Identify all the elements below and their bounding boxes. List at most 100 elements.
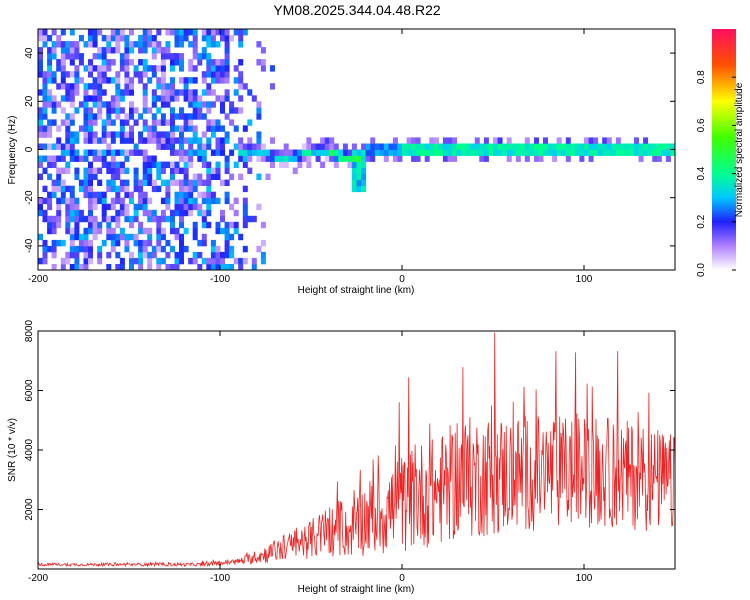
heatmap-cell	[65, 41, 71, 48]
heatmap-cell	[165, 161, 171, 168]
heatmap-cell	[97, 245, 103, 253]
heatmap-cell	[65, 203, 71, 211]
heatmap-cell	[56, 59, 62, 66]
heatmap-cell	[174, 167, 180, 174]
heatmap-cell	[156, 233, 162, 241]
heatmap-cell	[133, 71, 139, 78]
heatmap-cell	[133, 149, 139, 156]
heatmap-cell	[47, 197, 53, 205]
heatmap-cell	[238, 41, 244, 48]
heatmap-cell	[192, 47, 198, 54]
heatmap-cell	[147, 264, 153, 270]
heatmap-cell	[74, 41, 80, 48]
heatmap-cell	[42, 209, 48, 217]
heatmap-cell	[429, 137, 435, 144]
heatmap-cell	[138, 251, 144, 259]
heatmap-cell	[170, 209, 175, 217]
heatmap-cell	[370, 137, 376, 144]
heatmap-cell	[147, 77, 153, 84]
heatmap-cell	[206, 53, 212, 60]
heatmap-cell	[565, 137, 571, 144]
heatmap-cell	[65, 137, 71, 144]
heatmap-cell	[51, 77, 57, 84]
heatmap-cell	[206, 71, 212, 78]
heatmap-cell	[270, 137, 275, 144]
heatmap-cell	[183, 113, 189, 120]
heatmap-cell	[220, 137, 225, 144]
heatmap-cell	[306, 155, 312, 162]
heatmap-cell	[74, 137, 80, 144]
heatmap-cell	[97, 197, 103, 205]
heatmap-cell	[206, 161, 212, 168]
heatmap-cell	[138, 203, 144, 211]
heatmap-cell	[69, 239, 75, 247]
heatmap-cell	[38, 35, 43, 42]
heatmap-cell	[74, 71, 80, 78]
heatmap-cell	[233, 125, 239, 132]
heatmap-cell	[124, 185, 130, 193]
heatmap-cell	[220, 143, 225, 150]
y-tick-label: 4000	[24, 438, 35, 461]
x-tick-label: -100	[210, 274, 230, 285]
heatmap-cell	[606, 137, 612, 144]
x-tick-label: 100	[576, 274, 593, 285]
heatmap-cell	[69, 83, 75, 90]
heatmap-cell	[201, 149, 207, 156]
heatmap-cell	[224, 77, 230, 84]
heatmap-cell	[192, 149, 198, 156]
heatmap-cell	[256, 41, 262, 48]
heatmap-cell	[106, 185, 112, 193]
heatmap-cell	[151, 251, 157, 259]
heatmap-cell	[38, 119, 43, 126]
heatmap-cell	[97, 77, 103, 84]
heatmap-cell	[433, 137, 439, 144]
heatmap-cell	[197, 203, 203, 211]
heatmap-cell	[210, 35, 216, 42]
heatmap-cell	[138, 245, 144, 253]
heatmap-cell	[56, 137, 62, 144]
heatmap-cell	[156, 264, 162, 270]
heatmap-cell	[238, 71, 244, 78]
heatmap-cell	[83, 41, 89, 48]
heatmap-cell	[634, 143, 639, 150]
heatmap-cell	[60, 107, 66, 114]
heatmap-cell	[138, 185, 144, 193]
heatmap-cell	[497, 137, 503, 144]
heatmap-cell	[493, 137, 498, 144]
heatmap-cell	[210, 191, 216, 199]
heatmap-cell	[151, 245, 157, 253]
heatmap-cell	[260, 59, 266, 66]
heatmap-cell	[129, 264, 134, 270]
heatmap-cell	[147, 155, 153, 162]
heatmap-cell	[88, 113, 93, 120]
heatmap-cell	[115, 35, 121, 42]
heatmap-cell	[392, 137, 398, 144]
heatmap-cell	[543, 149, 548, 156]
heatmap-cell	[147, 41, 153, 48]
heatmap-cell	[192, 173, 198, 180]
heatmap-cell	[65, 149, 71, 156]
heatmap-cell	[97, 191, 103, 199]
heatmap-cell	[88, 59, 93, 66]
heatmap-cell	[115, 77, 121, 84]
snr-panel: -200 -100 0 100 2000 4000 6000 8000 Height of …	[7, 319, 676, 595]
heatmap-cell	[383, 143, 389, 150]
heatmap-cell	[170, 173, 175, 180]
heatmap-cell	[151, 65, 157, 72]
heatmap-cell	[142, 107, 148, 114]
heatmap-cell	[192, 125, 198, 132]
heatmap-cell	[220, 125, 225, 132]
heatmap-cell	[38, 233, 43, 241]
heatmap-cell	[165, 203, 171, 211]
heatmap-cell	[151, 119, 157, 126]
heatmap-cell	[165, 197, 171, 205]
heatmap-cell	[51, 179, 57, 186]
heatmap-cell	[101, 77, 107, 84]
spectrogram-x-axis-label: Height of straight line (km)	[298, 285, 415, 296]
heatmap-cell	[351, 149, 357, 156]
heatmap-cell	[602, 149, 608, 156]
heatmap-cell	[242, 149, 248, 156]
heatmap-cell	[124, 137, 130, 144]
heatmap-cell	[565, 143, 571, 150]
heatmap-cell	[38, 209, 43, 217]
